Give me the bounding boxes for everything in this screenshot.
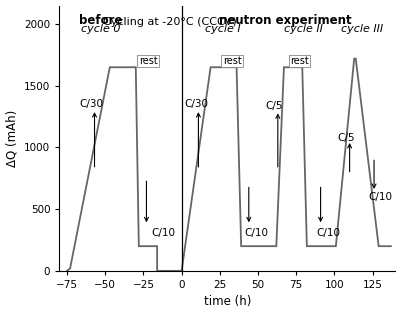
Text: rest: rest — [223, 56, 241, 66]
Text: before: before — [79, 14, 122, 27]
Y-axis label: ΔQ (mAh): ΔQ (mAh) — [6, 110, 18, 167]
Text: C/5: C/5 — [265, 100, 283, 111]
Text: C/10: C/10 — [244, 228, 268, 238]
Text: rest: rest — [139, 56, 158, 66]
Text: C/30: C/30 — [79, 99, 103, 109]
Text: C/5: C/5 — [337, 133, 355, 143]
Text: C/10: C/10 — [368, 192, 392, 202]
Text: rest: rest — [290, 56, 309, 66]
Text: C/10: C/10 — [316, 228, 340, 238]
X-axis label: time (h): time (h) — [204, 295, 251, 308]
Text: Cycling at -20°C (CCCV): Cycling at -20°C (CCCV) — [103, 18, 237, 28]
Text: C/30: C/30 — [184, 99, 209, 109]
Text: neutron experiment: neutron experiment — [219, 14, 352, 27]
Text: cycle III: cycle III — [341, 24, 383, 34]
Text: cycle I: cycle I — [205, 24, 241, 34]
Text: cycle 0: cycle 0 — [81, 24, 120, 34]
Text: C/10: C/10 — [151, 228, 175, 238]
Text: cycle II: cycle II — [284, 24, 323, 34]
